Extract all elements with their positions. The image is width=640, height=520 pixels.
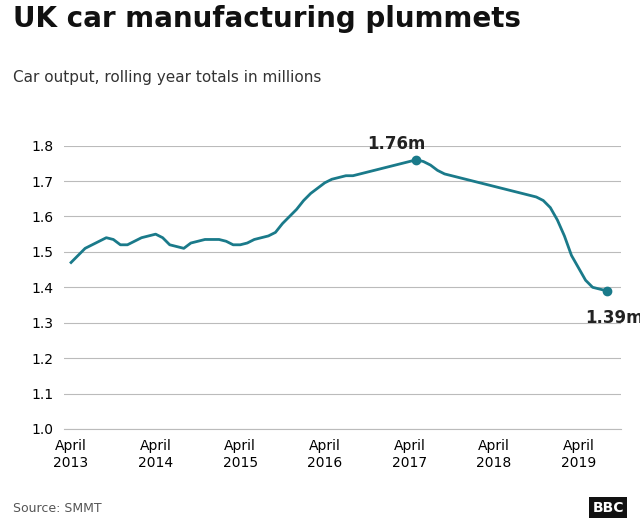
Text: 1.76m: 1.76m	[367, 135, 426, 153]
Text: BBC: BBC	[593, 501, 624, 515]
Text: Source: SMMT: Source: SMMT	[13, 502, 101, 515]
Text: Car output, rolling year totals in millions: Car output, rolling year totals in milli…	[13, 70, 321, 85]
Text: 1.39m: 1.39m	[586, 308, 640, 327]
Text: UK car manufacturing plummets: UK car manufacturing plummets	[13, 5, 521, 33]
